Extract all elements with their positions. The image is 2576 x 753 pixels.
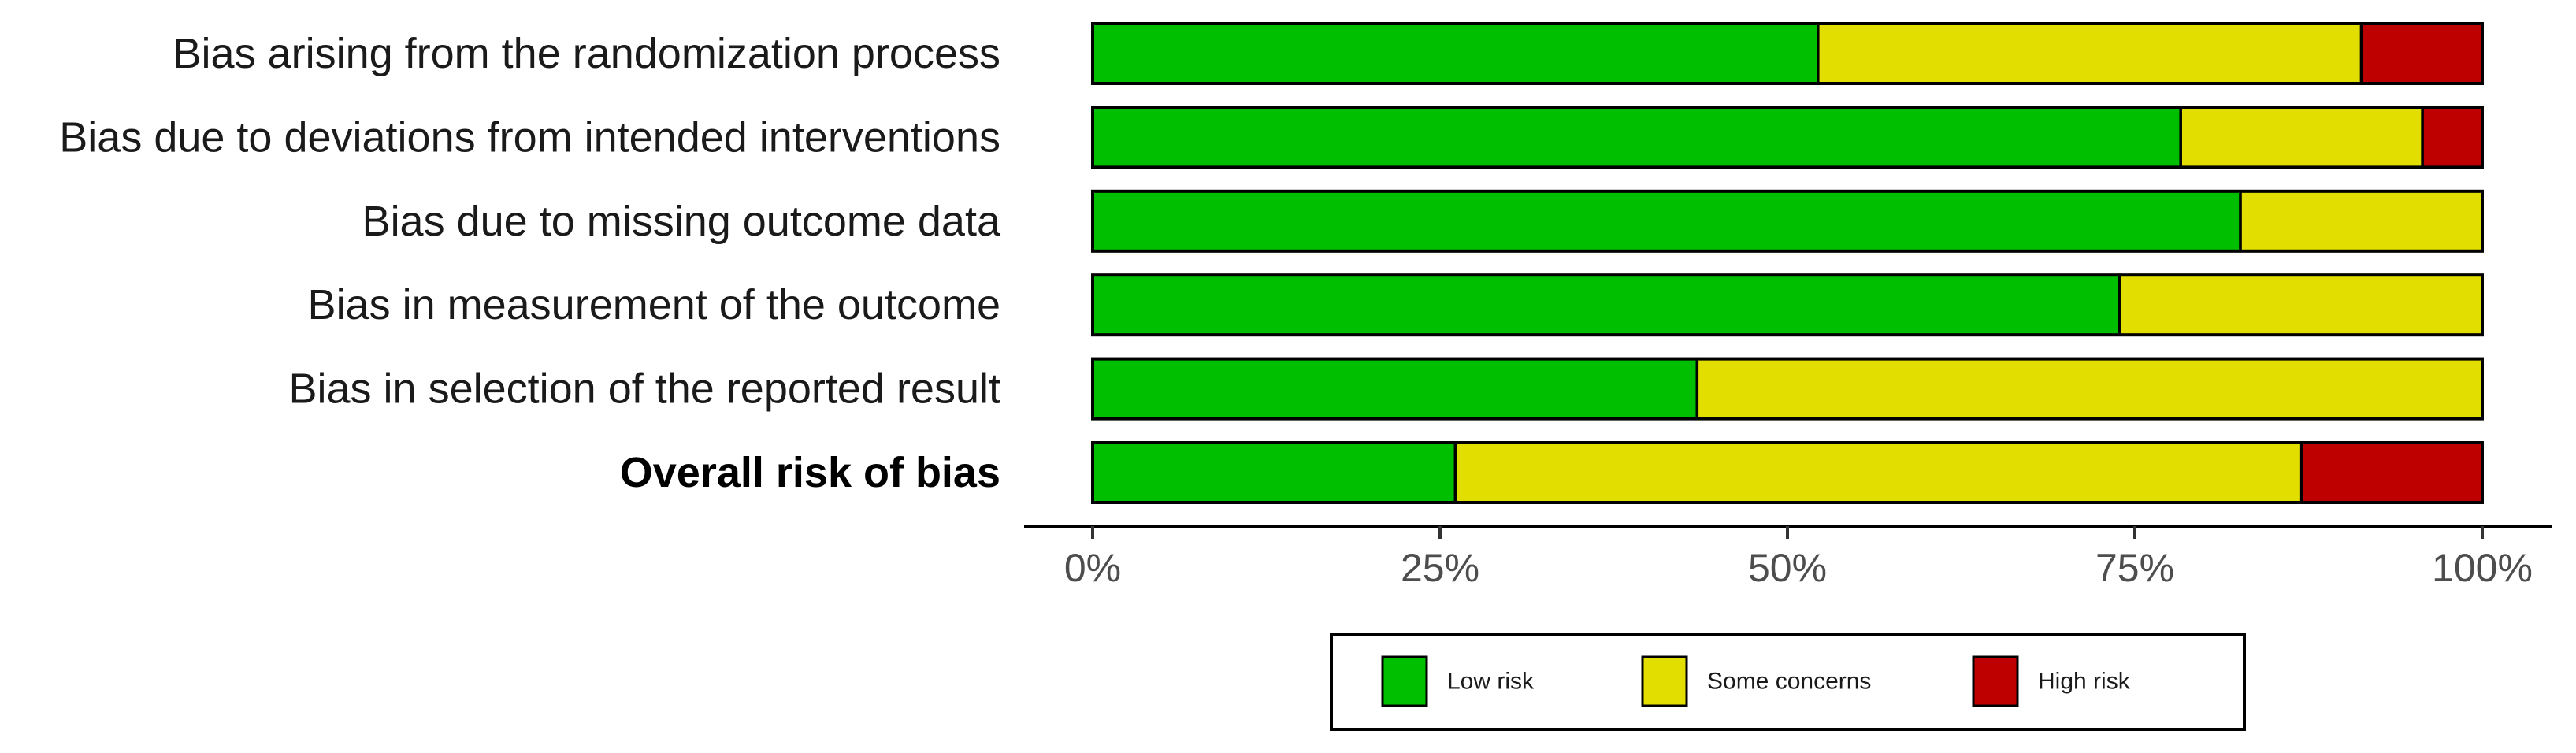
legend-swatch-some-concerns [1641,655,1688,707]
bar-segment-low-risk-4 [1091,273,2121,336]
bar-outline-1 [1091,22,2484,85]
bar-segment-some-concerns-2 [2179,106,2424,169]
category-label-bias-due-to-missing-outcome-data: Bias due to missing outcome data [362,198,1001,245]
x-tick-label-3: 50% [1748,546,1827,590]
category-label-bias-in-measurement-of-the-outcome: Bias in measurement of the outcome [308,281,1000,328]
x-tick-label-4: 75% [2095,546,2174,590]
bar-segment-some-concerns-5 [1695,357,2484,421]
legend-box [1330,633,2246,731]
bar-segment-high-risk-1 [2359,22,2484,85]
legend-swatch-high-risk [1972,655,2019,707]
bar-segment-some-concerns-3 [2239,190,2484,253]
category-labels: Bias arising from the randomization proc… [59,30,1001,496]
bar-segment-low-risk-2 [1091,106,2182,169]
legend: Low risk Some concerns High risk [1330,633,2246,731]
bar-segment-some-concerns-1 [1817,22,2363,85]
bar-outline-2 [1091,106,2484,169]
legend-swatch-low-risk [1381,655,1428,707]
bar-segment-some-concerns-4 [2118,273,2484,336]
category-label-bias-due-to-deviations-from-intended-interventions: Bias due to deviations from intended int… [59,113,1000,161]
x-tick-label-1: 0% [1064,546,1121,590]
legend-label-high-risk: High risk [2038,669,2131,695]
x-axis: 0% 25% 50% 75% 100% [1024,525,2552,590]
bar-segment-low-risk-1 [1091,22,1820,85]
bar-segment-some-concerns-6 [1453,441,2303,504]
x-tick-label-2: 25% [1401,546,1479,590]
legend-label-some-concerns: Some concerns [1707,669,1871,695]
bar-segment-high-risk-6 [2299,441,2484,504]
x-tick-label-5: 100% [2432,546,2533,590]
category-label-overall-risk-of-bias: Overall risk of bias [620,449,1000,496]
bar-segment-low-risk-6 [1091,441,1457,504]
bar-outline-4 [1091,273,2484,337]
bar-segment-high-risk-2 [2421,106,2484,169]
category-label-bias-in-selection-of-the-reported-result: Bias in selection of the reported result [289,365,1001,413]
legend-label-low-risk: Low risk [1447,669,1535,695]
bar-segment-low-risk-5 [1091,357,1699,421]
bar-outline-3 [1091,189,2484,253]
category-label-bias-arising-from-the-randomization-process: Bias arising from the randomization proc… [173,30,1000,77]
bar-segment-low-risk-3 [1091,190,2242,253]
bar-outline-5 [1091,357,2484,421]
bar-outline-6 [1091,441,2484,504]
stacked-bars [1091,22,2484,504]
